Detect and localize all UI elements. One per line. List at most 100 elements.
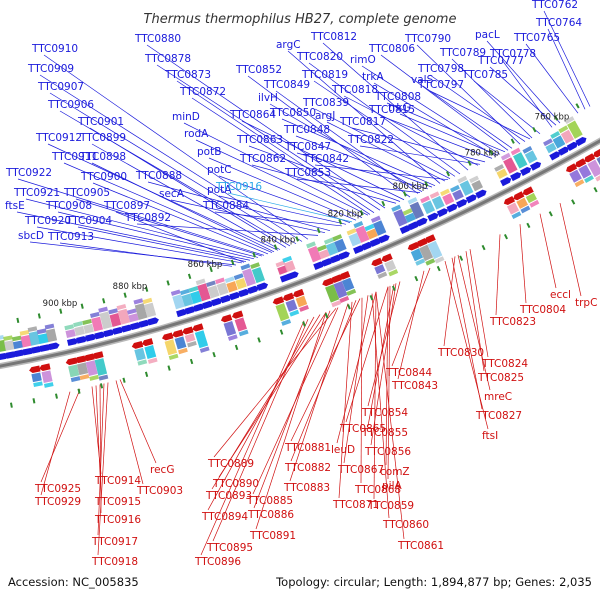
- gene-label[interactable]: TTC0861: [397, 540, 444, 552]
- gene-label[interactable]: TTC0918: [91, 556, 138, 568]
- gene-label[interactable]: TTC0818: [331, 84, 378, 96]
- gene-label[interactable]: comZ: [380, 466, 410, 478]
- gene-label[interactable]: TTC0815: [368, 104, 415, 116]
- gene-label[interactable]: TTC0867: [337, 464, 384, 476]
- gene-label[interactable]: rimO: [350, 54, 376, 66]
- gene-label[interactable]: TTC0860: [382, 519, 429, 531]
- gene-label[interactable]: TTC0886: [247, 509, 294, 521]
- gene-label[interactable]: TTC0891: [249, 530, 296, 542]
- gene-label[interactable]: recG: [150, 464, 174, 476]
- gene-label[interactable]: argC: [276, 39, 301, 51]
- gene-label[interactable]: TTC0764: [535, 17, 582, 29]
- gene-label[interactable]: TTC0765: [513, 32, 560, 44]
- gene-label[interactable]: TTC0913: [47, 231, 94, 243]
- gene-label[interactable]: TTC0912: [35, 132, 82, 144]
- gene-label[interactable]: pacL: [475, 29, 500, 41]
- gene-label[interactable]: TTC0920: [24, 215, 71, 227]
- gene-label[interactable]: TTC0778: [489, 48, 536, 60]
- gene-label[interactable]: pilA: [382, 480, 402, 492]
- gene-label[interactable]: ilvH: [258, 92, 278, 104]
- gene-label[interactable]: TTC0873: [164, 69, 211, 81]
- gene-label[interactable]: trpC: [575, 297, 597, 309]
- gene-label[interactable]: TTC0859: [367, 500, 414, 512]
- gene-label[interactable]: TTC0843: [391, 380, 438, 392]
- gene-label[interactable]: TTC0812: [310, 31, 357, 43]
- gene-label[interactable]: TTC0911: [51, 151, 98, 163]
- gene-label[interactable]: TTC0777: [477, 55, 524, 67]
- gene-label[interactable]: TTC0762: [531, 0, 578, 11]
- gene-label[interactable]: TTC0915: [94, 496, 141, 508]
- gene-label[interactable]: TTC0808: [374, 91, 421, 103]
- gene-label[interactable]: TTC0817: [339, 116, 386, 128]
- gene-label[interactable]: TTC0914: [94, 475, 141, 487]
- gene-label[interactable]: TTC0903: [136, 485, 183, 497]
- gene-label[interactable]: TTC0888: [135, 170, 182, 182]
- gene-label[interactable]: TTC0822: [347, 134, 394, 146]
- gene-label[interactable]: TTC0852: [235, 64, 282, 76]
- gene-label[interactable]: TTC0871: [332, 499, 379, 511]
- gene-label[interactable]: TTC0855: [361, 427, 408, 439]
- gene-label[interactable]: TTC0804: [519, 304, 566, 316]
- gene-label[interactable]: ftsE: [5, 200, 25, 212]
- gene-label[interactable]: TTC0824: [481, 358, 528, 370]
- gene-label[interactable]: TTC0916: [94, 514, 141, 526]
- gene-label[interactable]: TTC0882: [284, 462, 331, 474]
- gene-label[interactable]: TTC0899: [79, 132, 126, 144]
- gene-label[interactable]: TTC0922: [5, 167, 52, 179]
- gene-label[interactable]: TTC0894: [201, 511, 248, 523]
- gene-label[interactable]: TTC0863: [236, 134, 283, 146]
- gene-label[interactable]: TTC0883: [283, 482, 330, 494]
- gene-label[interactable]: potB: [197, 146, 221, 158]
- gene-label[interactable]: TTC0910: [31, 43, 78, 55]
- gene-label[interactable]: ftsI: [482, 430, 498, 442]
- gene-label[interactable]: TTC0790: [404, 33, 451, 45]
- gene-label[interactable]: argJ: [315, 110, 335, 122]
- gene-label[interactable]: valS: [411, 74, 434, 86]
- gene-label[interactable]: TTC0865: [339, 423, 386, 435]
- gene-label[interactable]: TTC0878: [144, 53, 191, 65]
- gene-label[interactable]: TTC0862: [239, 153, 286, 165]
- gene-label[interactable]: TTC0898: [79, 151, 126, 163]
- gene-label[interactable]: potC: [207, 164, 232, 176]
- gene-label[interactable]: sbcD: [18, 230, 44, 242]
- gene-label[interactable]: TTC0893: [205, 490, 252, 502]
- gene-label[interactable]: TTC0904: [65, 215, 112, 227]
- gene-label[interactable]: TTC0850: [269, 107, 316, 119]
- gene-label[interactable]: TTC0889: [207, 458, 254, 470]
- gene-label[interactable]: TTC0785: [461, 69, 508, 81]
- gene-label[interactable]: TTC0921: [13, 187, 60, 199]
- gene-label[interactable]: TTC0853: [284, 167, 331, 179]
- gene-label[interactable]: TTC0856: [364, 446, 411, 458]
- gene-label[interactable]: TTC0908: [45, 200, 92, 212]
- gene-label[interactable]: TTC0916: [215, 181, 262, 193]
- gene-label[interactable]: TTC0827: [475, 410, 522, 422]
- gene-label[interactable]: TTC0842: [302, 153, 349, 165]
- gene-label[interactable]: TTC0830: [437, 347, 484, 359]
- gene-label[interactable]: TTC0847: [284, 141, 331, 153]
- gene-label[interactable]: TTC0854: [361, 407, 408, 419]
- gene-label[interactable]: TTC0849: [263, 79, 310, 91]
- gene-label[interactable]: TTC0929: [34, 496, 81, 508]
- gene-label[interactable]: TTC0864: [229, 109, 276, 121]
- gene-label[interactable]: TTC0797: [417, 79, 464, 91]
- gene-label[interactable]: TTC0901: [77, 116, 124, 128]
- gene-label[interactable]: TTC0909: [27, 63, 74, 75]
- gene-label[interactable]: TTC0895: [206, 542, 253, 554]
- gene-label[interactable]: trkA: [362, 71, 385, 83]
- gene-label[interactable]: TTC0925: [34, 483, 81, 495]
- gene-label[interactable]: TTC0905: [63, 187, 110, 199]
- gene-label[interactable]: TTC0892: [124, 212, 171, 224]
- gene-label[interactable]: TTC0900: [80, 171, 127, 183]
- gene-label[interactable]: TTC0868: [354, 484, 401, 496]
- gene-label[interactable]: TTC0884: [202, 200, 249, 212]
- gene-label[interactable]: rodA: [184, 128, 209, 140]
- gene-label[interactable]: secA: [159, 188, 185, 200]
- gene-label[interactable]: TTC0890: [212, 478, 259, 490]
- gene-label[interactable]: TTC0872: [179, 86, 226, 98]
- gene-label[interactable]: TTC0885: [246, 495, 293, 507]
- gene-label[interactable]: TTC0907: [37, 81, 84, 93]
- gene-label[interactable]: minD: [172, 111, 200, 123]
- gene-label[interactable]: trkG: [388, 102, 411, 114]
- gene-label[interactable]: TTC0823: [489, 316, 536, 328]
- gene-label[interactable]: TTC0798: [417, 63, 464, 75]
